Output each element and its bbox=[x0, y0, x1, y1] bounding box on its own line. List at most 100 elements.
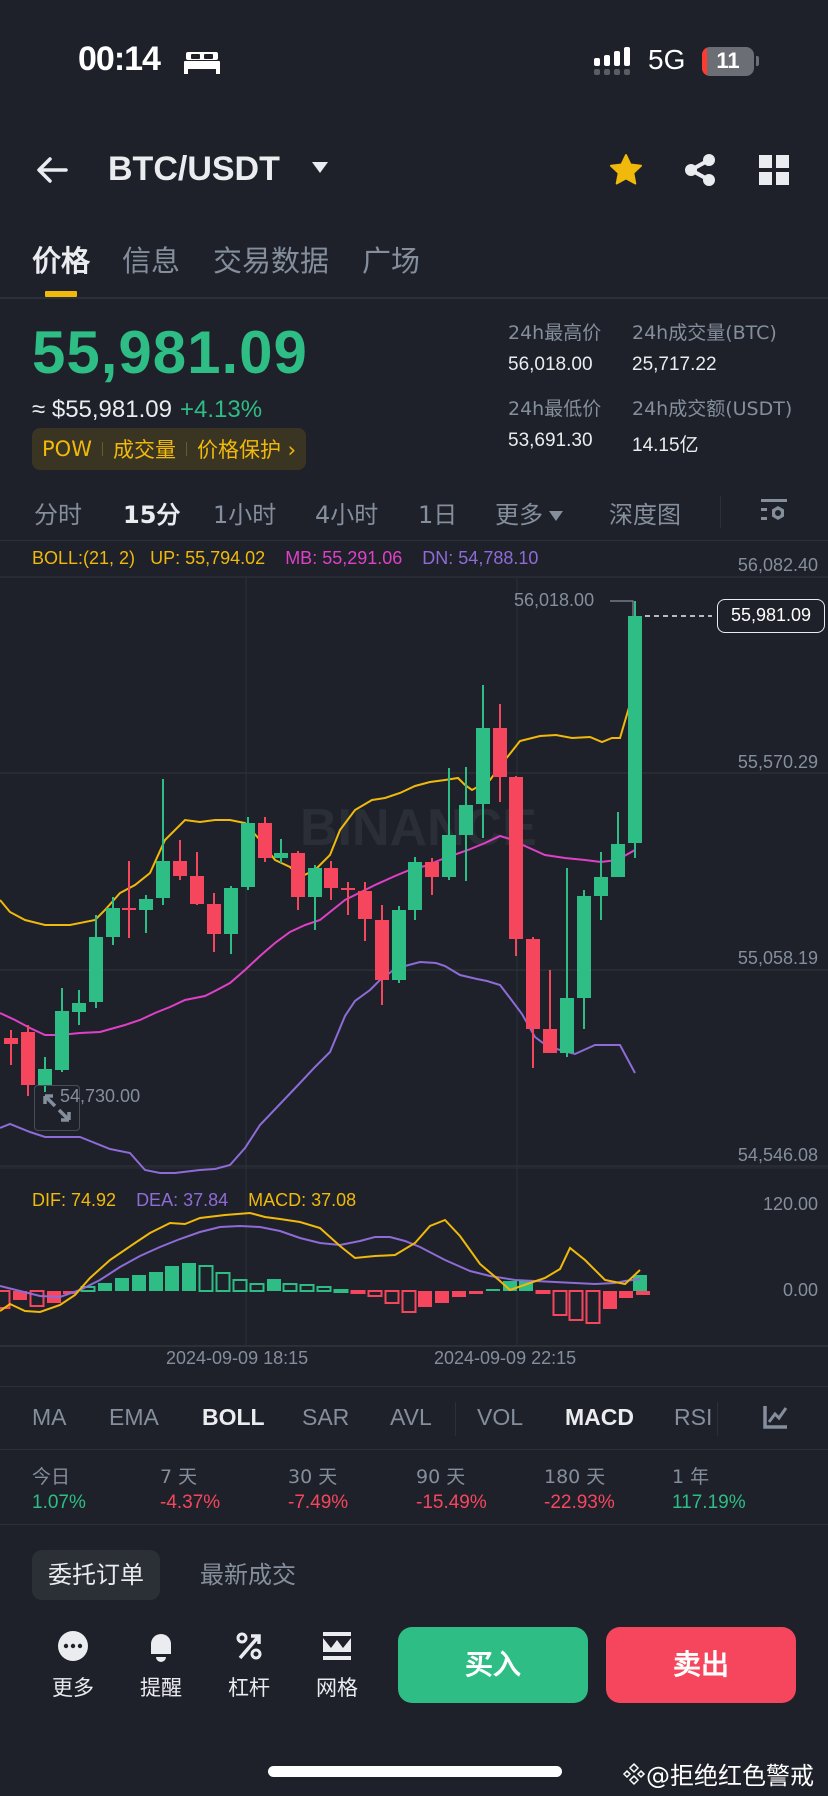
boll-params: BOLL:(21, 2) bbox=[32, 548, 136, 568]
battery-icon: 11 bbox=[702, 47, 754, 76]
time-axis-label: 2024-09-09 22:15 bbox=[434, 1348, 577, 1368]
high-marker-label: 56,018.00 bbox=[514, 590, 595, 610]
period-change-value: -4.37% bbox=[160, 1492, 221, 1513]
macd-value: MACD: 37.08 bbox=[248, 1190, 357, 1210]
interval-more[interactable]: 更多 bbox=[495, 495, 563, 530]
chevron-down-icon bbox=[549, 511, 563, 521]
indicator-boll[interactable]: BOLL bbox=[202, 1404, 265, 1430]
tag-volume[interactable]: 成交量 bbox=[112, 438, 176, 462]
alert-button[interactable]: 提醒 bbox=[131, 1630, 191, 1702]
interval-4h[interactable]: 4小时 bbox=[315, 501, 379, 529]
indicator-ma[interactable]: MA bbox=[32, 1404, 67, 1430]
period-divider bbox=[0, 1524, 828, 1525]
indicator-separator bbox=[717, 1402, 718, 1436]
indicator-bottom-divider bbox=[0, 1449, 828, 1450]
sleep-mode-icon bbox=[184, 52, 220, 74]
grid-trading-icon bbox=[323, 1632, 351, 1660]
more-button[interactable]: 更多 bbox=[43, 1630, 103, 1702]
tab-price[interactable]: 价格 bbox=[32, 244, 91, 278]
price-axis-label: 56,082.40 bbox=[737, 555, 818, 575]
stat-vol-btc-label: 24h成交量(BTC) bbox=[632, 322, 777, 344]
indicator-avl[interactable]: AVL bbox=[390, 1404, 432, 1430]
period-change-value: 1.07% bbox=[32, 1492, 86, 1513]
pair-dropdown-caret-icon[interactable] bbox=[312, 162, 328, 173]
dea-value: DEA: 37.84 bbox=[136, 1190, 229, 1210]
macd-legend: DIF: 74.92 DEA: 37.84 MACD: 37.08 bbox=[32, 1190, 356, 1211]
trading-pair-title[interactable]: BTC/USDT bbox=[108, 150, 280, 188]
indicator-top-divider bbox=[0, 1386, 828, 1387]
indicator-settings-icon[interactable] bbox=[762, 1404, 788, 1430]
candlestick-chart[interactable]: BINANCE bbox=[0, 540, 828, 1360]
tag-separator bbox=[185, 442, 187, 456]
battery-cap bbox=[756, 56, 759, 66]
last-price: 55,981.09 bbox=[32, 319, 308, 386]
bell-icon bbox=[151, 1634, 171, 1662]
price-axis-label: 55,058.19 bbox=[737, 948, 818, 968]
interval-separator bbox=[720, 496, 721, 528]
interval-timeline[interactable]: 分时 bbox=[34, 501, 82, 529]
sell-button[interactable]: 卖出 bbox=[606, 1627, 796, 1703]
stat-high-label: 24h最高价 bbox=[508, 322, 602, 344]
stat-vol-usdt-label: 24h成交额(USDT) bbox=[632, 398, 793, 420]
indicator-rsi[interactable]: RSI bbox=[674, 1404, 713, 1430]
price-axis-label: 54,546.08 bbox=[737, 1145, 818, 1165]
watermark: @拒绝红色警戒 bbox=[622, 1756, 814, 1791]
leverage-icon bbox=[236, 1632, 262, 1660]
binance-logo-icon bbox=[622, 1762, 646, 1785]
stat-vol-btc-value: 25,717.22 bbox=[632, 354, 717, 375]
home-indicator[interactable] bbox=[268, 1766, 562, 1777]
tabs-divider bbox=[0, 297, 828, 299]
fiat-price: ≈ $55,981.09 bbox=[32, 396, 172, 423]
chart-settings-icon[interactable] bbox=[760, 498, 788, 526]
period-change-value: 117.19% bbox=[672, 1492, 746, 1513]
status-time: 00:14 bbox=[78, 40, 161, 78]
tab-square[interactable]: 广场 bbox=[362, 244, 421, 278]
boll-legend: BOLL:(21, 2) UP: 55,794.02 MB: 55,291.06… bbox=[32, 548, 538, 569]
indicator-separator bbox=[455, 1402, 456, 1436]
indicator-macd[interactable]: MACD bbox=[565, 1404, 634, 1430]
buy-button[interactable]: 买入 bbox=[398, 1627, 588, 1703]
indicator-ema[interactable]: EMA bbox=[109, 1404, 159, 1430]
period-label: 180 天 bbox=[544, 1466, 606, 1488]
more-icon bbox=[58, 1631, 88, 1661]
grid-trading-button[interactable]: 网格 bbox=[307, 1630, 367, 1702]
alert-label: 提醒 bbox=[140, 1676, 182, 1700]
dif-value: DIF: 74.92 bbox=[32, 1190, 117, 1210]
interval-divider bbox=[0, 540, 828, 541]
tag-separator bbox=[101, 442, 103, 456]
current-price-tag[interactable]: 55,981.09 bbox=[717, 599, 825, 633]
grid-menu-icon[interactable] bbox=[758, 154, 790, 186]
tab-trading-data[interactable]: 交易数据 bbox=[213, 244, 330, 278]
tag-pow[interactable]: POW bbox=[42, 437, 92, 461]
leverage-label: 杠杆 bbox=[228, 1676, 270, 1700]
share-icon[interactable] bbox=[682, 152, 718, 188]
tag-badge[interactable]: POW 成交量 价格保护 › bbox=[32, 428, 307, 470]
macd-axis-label: 0.00 bbox=[782, 1280, 818, 1300]
stat-high-value: 56,018.00 bbox=[508, 354, 593, 375]
fiat-price-line: ≈ $55,981.09 +4.13% bbox=[32, 396, 262, 424]
cellular-signal-icon bbox=[594, 47, 630, 75]
period-change-value: -7.49% bbox=[288, 1492, 349, 1513]
grid-trading-label: 网格 bbox=[316, 1676, 358, 1700]
fullscreen-expand-button[interactable] bbox=[34, 1085, 80, 1131]
back-arrow-icon[interactable] bbox=[34, 152, 70, 188]
leverage-button[interactable]: 杠杆 bbox=[219, 1630, 279, 1702]
indicator-vol[interactable]: VOL bbox=[477, 1404, 524, 1430]
indicator-sar[interactable]: SAR bbox=[302, 1404, 350, 1430]
macd-axis-label: 120.00 bbox=[762, 1194, 818, 1214]
stat-low-value: 53,691.30 bbox=[508, 430, 593, 451]
depth-chart-tab[interactable]: 深度图 bbox=[609, 501, 681, 529]
low-marker-label: 54,730.00 bbox=[60, 1086, 141, 1106]
network-type: 5G bbox=[648, 44, 686, 75]
interval-1h[interactable]: 1小时 bbox=[213, 501, 277, 529]
boll-up-value: UP: 55,794.02 bbox=[150, 548, 266, 568]
watermark-text: @拒绝红色警戒 bbox=[646, 1762, 814, 1790]
tab-open-orders[interactable]: 委托订单 bbox=[32, 1550, 160, 1600]
interval-15m[interactable]: 15分 bbox=[123, 501, 181, 529]
favorite-star-icon[interactable] bbox=[608, 152, 644, 188]
tab-latest-trades[interactable]: 最新成交 bbox=[200, 1561, 296, 1589]
period-change-value: -22.93% bbox=[544, 1492, 615, 1513]
interval-1d[interactable]: 1日 bbox=[418, 501, 458, 529]
tab-info[interactable]: 信息 bbox=[122, 244, 181, 278]
tag-price-protection[interactable]: 价格保护 › bbox=[196, 438, 297, 462]
